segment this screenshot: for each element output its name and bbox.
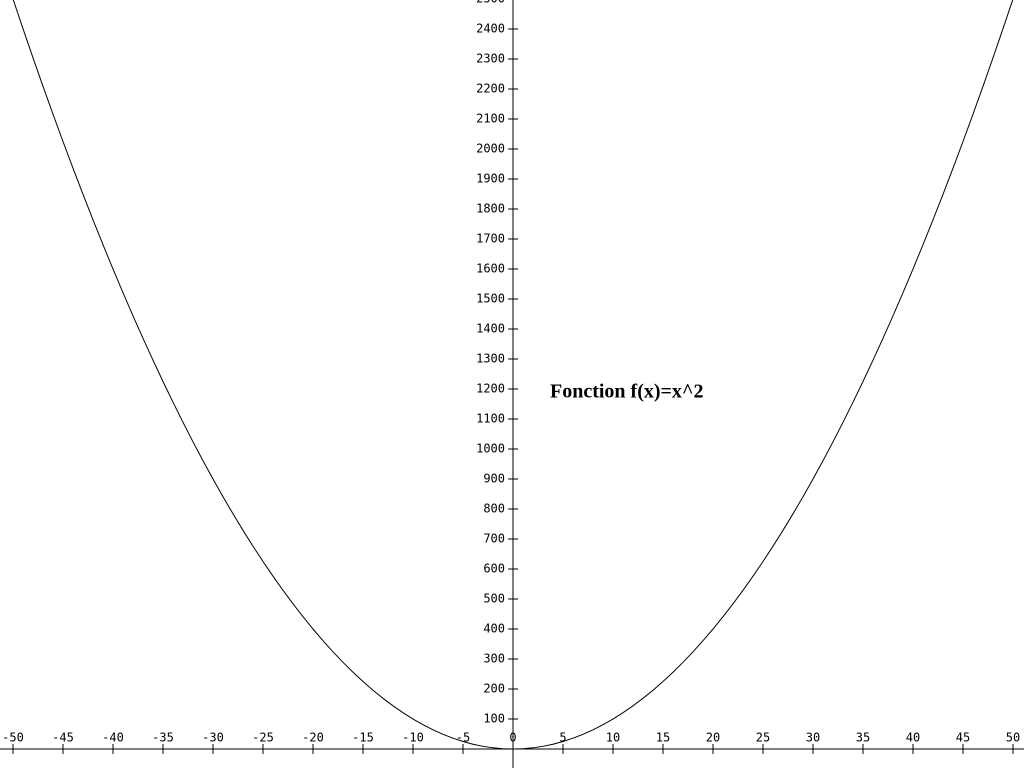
x-tick-label: 15 bbox=[656, 731, 670, 745]
y-tick-label: 200 bbox=[483, 682, 505, 696]
x-tick-label: 0 bbox=[509, 731, 516, 745]
y-tick-label: 600 bbox=[483, 562, 505, 576]
x-tick-label: 50 bbox=[1006, 731, 1020, 745]
x-tick-label: -15 bbox=[352, 731, 374, 745]
x-tick-label: 5 bbox=[559, 731, 566, 745]
y-tick-label: 1600 bbox=[476, 262, 505, 276]
y-tick-label: 2300 bbox=[476, 52, 505, 66]
x-tick-label: 20 bbox=[706, 731, 720, 745]
y-tick-label: 1700 bbox=[476, 232, 505, 246]
y-tick-label: 400 bbox=[483, 622, 505, 636]
x-tick-label: -50 bbox=[2, 731, 24, 745]
y-tick-label: 2500 bbox=[476, 0, 505, 6]
y-tick-label: 1400 bbox=[476, 322, 505, 336]
x-tick-label: 35 bbox=[856, 731, 870, 745]
x-tick-label: -5 bbox=[456, 731, 470, 745]
y-tick-label: 100 bbox=[483, 712, 505, 726]
y-tick-label: 1800 bbox=[476, 202, 505, 216]
y-tick-label: 800 bbox=[483, 502, 505, 516]
y-tick-label: 1500 bbox=[476, 292, 505, 306]
x-tick-label: 45 bbox=[956, 731, 970, 745]
x-tick-label: -35 bbox=[152, 731, 174, 745]
x-tick-label: 40 bbox=[906, 731, 920, 745]
x-tick-label: -10 bbox=[402, 731, 424, 745]
x-tick-label: 10 bbox=[606, 731, 620, 745]
y-tick-label: 700 bbox=[483, 532, 505, 546]
x-tick-label: -30 bbox=[202, 731, 224, 745]
chart-title: Fonction f(x)=x^2 bbox=[550, 381, 704, 403]
y-tick-label: 2400 bbox=[476, 22, 505, 36]
x-tick-label: -20 bbox=[302, 731, 324, 745]
y-tick-label: 1200 bbox=[476, 382, 505, 396]
x-tick-label: -25 bbox=[252, 731, 274, 745]
x-tick-label: -40 bbox=[102, 731, 124, 745]
x-tick-label: 25 bbox=[756, 731, 770, 745]
y-tick-label: 2100 bbox=[476, 112, 505, 126]
x-tick-label: 30 bbox=[806, 731, 820, 745]
y-tick-label: 1900 bbox=[476, 172, 505, 186]
x-tick-label: -45 bbox=[52, 731, 74, 745]
curve bbox=[12, 0, 1014, 750]
y-tick-label: 500 bbox=[483, 592, 505, 606]
y-tick-label: 1000 bbox=[476, 442, 505, 456]
y-tick-label: 1300 bbox=[476, 352, 505, 366]
y-tick-label: 2000 bbox=[476, 142, 505, 156]
y-tick-label: 1100 bbox=[476, 412, 505, 426]
y-tick-label: 300 bbox=[483, 652, 505, 666]
y-tick-label: 900 bbox=[483, 472, 505, 486]
y-tick-label: 2200 bbox=[476, 82, 505, 96]
